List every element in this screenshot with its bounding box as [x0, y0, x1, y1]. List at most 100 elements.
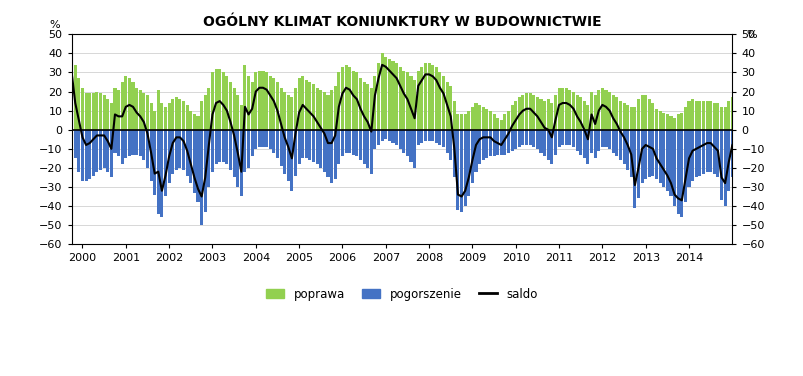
Bar [672, 118, 675, 130]
Bar [416, 130, 419, 145]
Bar [106, 99, 109, 130]
Bar [200, 130, 203, 225]
Bar [70, 53, 73, 130]
Bar [287, 96, 289, 130]
Bar [174, 130, 177, 170]
Bar [203, 130, 206, 212]
Bar [715, 130, 719, 177]
Bar [239, 130, 243, 197]
Bar [355, 130, 358, 156]
Bar [214, 130, 218, 164]
Bar [268, 76, 271, 130]
Bar [268, 130, 271, 149]
Bar [142, 94, 145, 130]
Bar [488, 111, 491, 130]
Bar [546, 99, 549, 130]
Bar [546, 130, 549, 160]
Bar [488, 130, 491, 156]
Bar [748, 99, 751, 130]
Bar [535, 97, 538, 130]
Bar [549, 103, 552, 130]
Bar [319, 130, 322, 168]
Bar [589, 130, 593, 153]
Bar [139, 130, 141, 156]
Bar [622, 130, 625, 164]
Bar [492, 114, 495, 130]
Bar [521, 96, 524, 130]
Bar [528, 130, 531, 145]
Bar [294, 88, 296, 130]
Bar [485, 109, 487, 130]
Bar [445, 130, 448, 153]
Bar [308, 82, 311, 130]
Bar [251, 130, 254, 156]
Bar [423, 63, 426, 130]
Bar [730, 130, 733, 177]
Bar [582, 101, 585, 130]
Bar [629, 130, 632, 177]
Bar [236, 130, 239, 187]
Bar [106, 130, 109, 172]
Bar [528, 94, 531, 130]
Bar [225, 76, 228, 130]
Bar [92, 94, 95, 130]
Bar [636, 99, 639, 130]
Bar [600, 130, 603, 147]
Bar [683, 107, 686, 130]
Bar [510, 130, 513, 151]
Bar [449, 86, 452, 130]
Bar [467, 111, 470, 130]
Bar [340, 130, 344, 156]
Bar [373, 130, 376, 149]
Bar [120, 130, 124, 164]
Bar [611, 96, 614, 130]
Bar [740, 99, 744, 130]
Bar [560, 88, 564, 130]
Bar [406, 130, 409, 156]
Bar [430, 65, 434, 130]
Bar [456, 114, 459, 130]
Bar [232, 130, 235, 177]
Bar [171, 130, 174, 174]
Bar [200, 101, 203, 130]
Bar [553, 96, 556, 130]
Bar [524, 130, 528, 145]
Bar [287, 130, 289, 181]
Bar [373, 76, 376, 130]
Bar [258, 71, 261, 130]
Bar [113, 88, 116, 130]
Bar [658, 111, 661, 130]
Bar [239, 105, 243, 130]
Bar [77, 78, 80, 130]
Bar [517, 97, 520, 130]
Bar [81, 130, 84, 181]
Bar [701, 130, 704, 174]
Bar [193, 130, 196, 193]
Bar [478, 105, 480, 130]
Bar [481, 130, 484, 160]
Bar [755, 101, 758, 130]
Bar [643, 130, 646, 179]
Bar [103, 96, 105, 130]
Bar [406, 73, 409, 130]
Bar [232, 88, 235, 130]
Bar [571, 92, 574, 130]
Bar [499, 130, 502, 155]
Bar [251, 82, 254, 130]
Bar [384, 57, 387, 130]
Bar [712, 103, 715, 130]
Bar [427, 130, 430, 141]
Bar [474, 103, 477, 130]
Bar [391, 130, 394, 143]
Bar [196, 116, 199, 130]
Bar [189, 130, 192, 183]
Bar [737, 99, 740, 130]
Bar [160, 130, 163, 217]
Bar [556, 130, 560, 147]
Bar [719, 130, 722, 200]
Bar [705, 101, 707, 130]
Bar [507, 130, 509, 153]
Bar [672, 130, 675, 206]
Bar [312, 84, 315, 130]
Bar [135, 88, 138, 130]
